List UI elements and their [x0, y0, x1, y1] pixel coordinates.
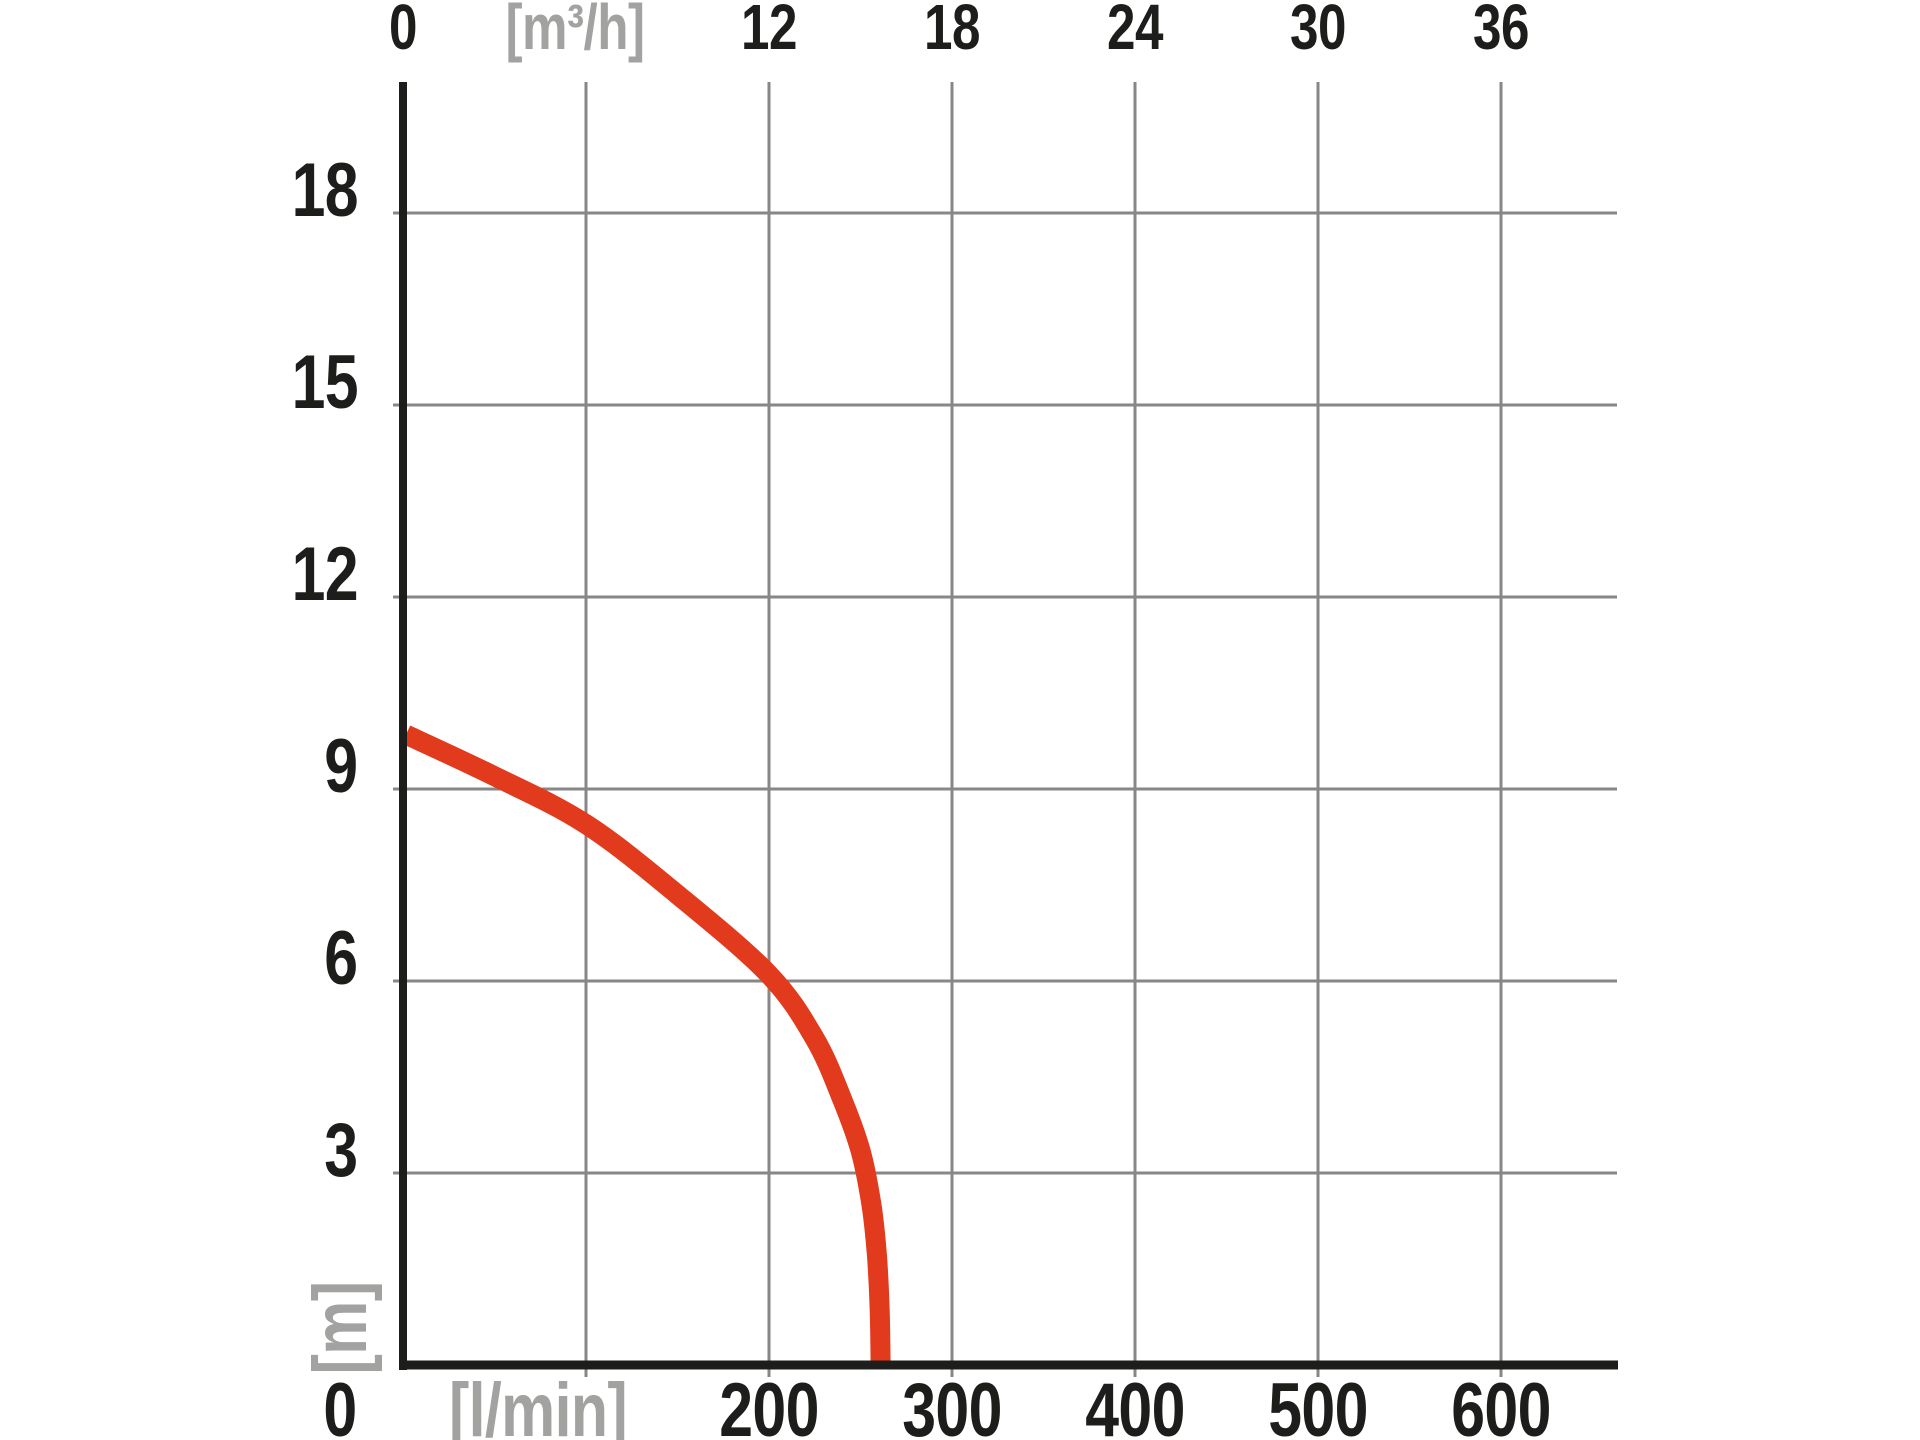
origin-label: 0	[323, 1368, 357, 1440]
top-axis-unit-label: [m³/h]	[505, 0, 645, 63]
left-axis-tick-label: 12	[291, 532, 359, 617]
top-axis-tick-label: 36	[1473, 0, 1529, 63]
left-axis-tick-label: 18	[291, 148, 359, 233]
left-axis-tick-label: 3	[324, 1108, 359, 1193]
left-axis-tick-label: 6	[324, 916, 359, 1001]
top-axis-tick-label: 0	[389, 0, 417, 63]
bottom-axis-tick-label: 600	[1451, 1368, 1551, 1440]
top-axis-tick-label: 18	[924, 0, 980, 63]
bottom-axis-unit-label: [l/min]	[448, 1368, 628, 1440]
top-axis-tick-label: 24	[1107, 0, 1163, 63]
bottom-axis-tick-label: 200	[719, 1368, 819, 1440]
bottom-axis-tick-label: 400	[1085, 1368, 1185, 1440]
top-axis-tick-label: 30	[1290, 0, 1346, 63]
left-axis-tick-label: 15	[291, 340, 359, 425]
bottom-axis-tick-label: 500	[1268, 1368, 1368, 1440]
left-axis-tick-label: 9	[324, 724, 359, 809]
left-axis-unit-label: [m]	[298, 1281, 383, 1375]
bottom-axis-tick-label: 300	[902, 1368, 1002, 1440]
top-axis-tick-label: 12	[741, 0, 797, 63]
pump-curve	[401, 725, 891, 1366]
